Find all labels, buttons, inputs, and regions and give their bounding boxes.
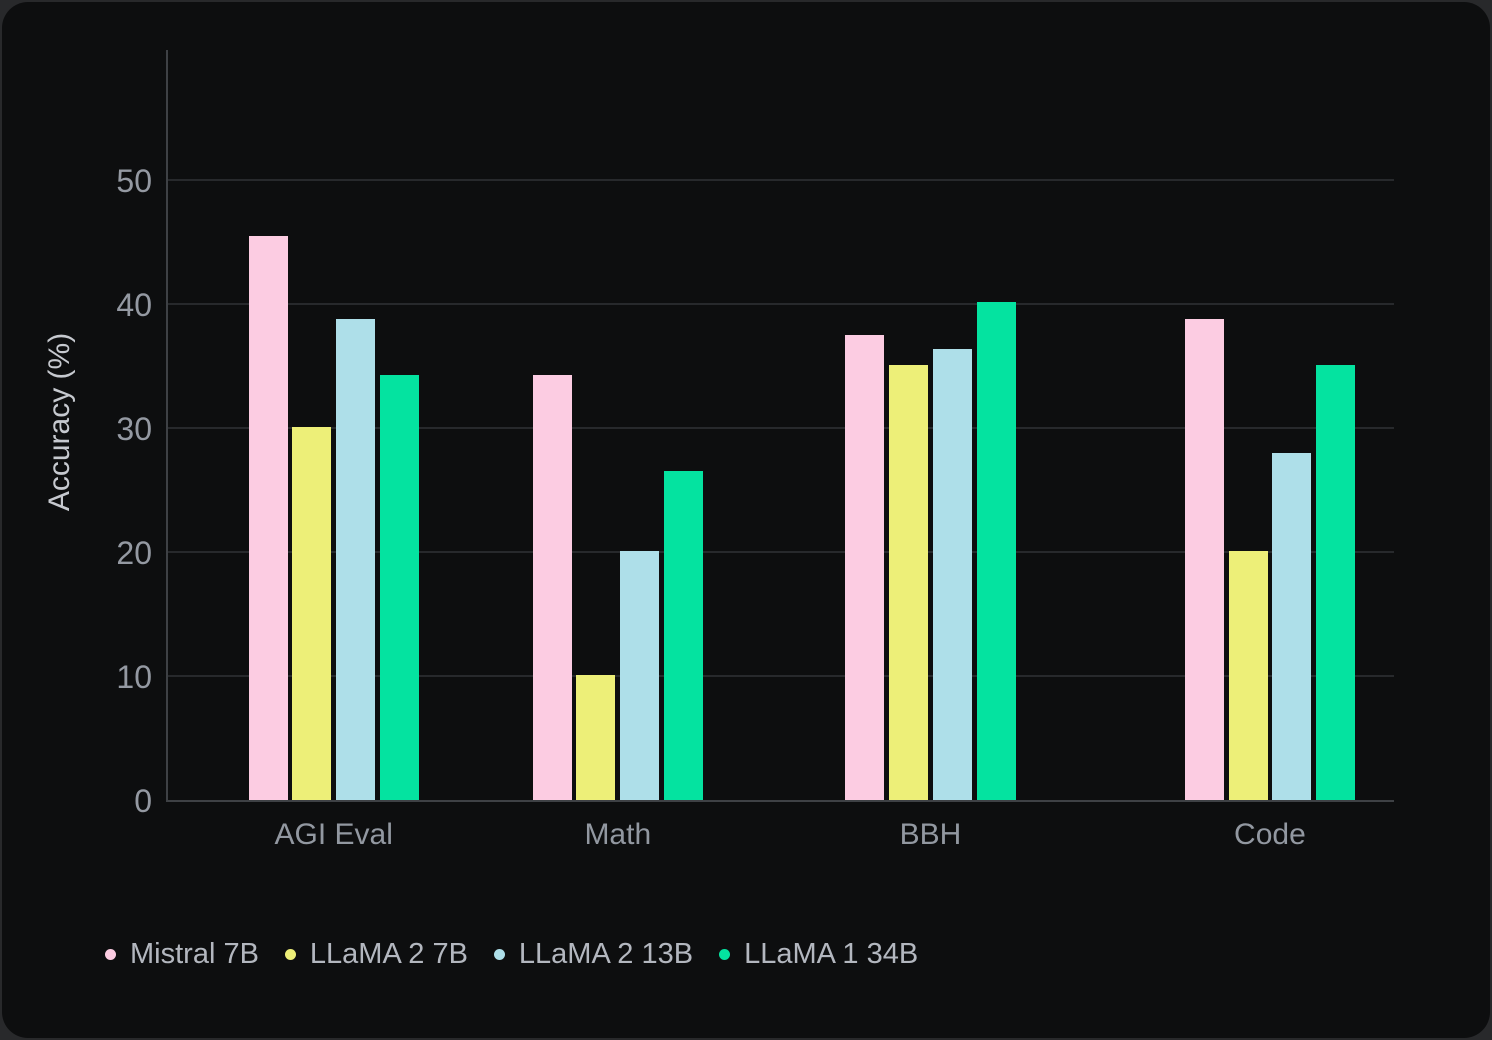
x-category-label-math: Math [584, 818, 652, 851]
bar-llama-2-7b-code [1228, 550, 1268, 800]
y-tick-label-10: 10 [116, 659, 152, 695]
legend-item-llama-1-34b[interactable]: LLaMA 1 34B [719, 940, 918, 969]
chart-legend: Mistral 7B LLaMA 2 7B LLaMA 2 13B LLaMA 1 3… [105, 940, 918, 969]
y-tick-label-30: 30 [116, 411, 152, 447]
x-category-label-code: Code [1234, 818, 1306, 851]
bar-llama-1-34b-math [663, 471, 703, 800]
legend-item-llama-2-7b[interactable]: LLaMA 2 7B [284, 938, 468, 970]
bar-mistral-7b-agi-eval [248, 235, 288, 800]
gridline-y-20 [166, 551, 1394, 553]
x-category-label-bbh: BBH [899, 818, 962, 851]
bar-llama-2-7b-agi-eval [292, 426, 332, 800]
y-tick-label-20: 20 [116, 535, 152, 571]
bar-llama-2-13b-math [620, 550, 660, 800]
legend-dot-llama-2-7b [284, 949, 296, 960]
bar-llama-2-13b-agi-eval [336, 318, 376, 800]
gridline-y-40 [166, 303, 1394, 305]
gridline-y-50 [166, 179, 1394, 181]
legend-dot-llama-2-13b [493, 949, 505, 960]
legend-label: LLaMA 2 13B [518, 938, 694, 970]
legend-label: LLaMA 2 7B [309, 938, 468, 970]
bar-llama-2-13b-bbh [932, 348, 972, 800]
bar-mistral-7b-bbh [845, 335, 885, 800]
legend-item-llama-2-13b[interactable]: LLaMA 2 13B [493, 938, 694, 970]
y-tick-label-50: 50 [116, 163, 152, 199]
bar-mistral-7b-code [1184, 318, 1224, 800]
bar-llama-2-13b-code [1272, 452, 1312, 800]
gridline-y-10 [166, 675, 1394, 677]
bar-llama-1-34b-code [1315, 364, 1355, 800]
legend-dot-llama-1-34b [719, 949, 731, 960]
legend-label: Mistral 7B [130, 938, 259, 970]
y-axis-line [166, 50, 168, 802]
bar-llama-2-7b-bbh [889, 364, 929, 800]
legend-item-mistral-7b[interactable]: Mistral 7B [105, 940, 259, 969]
gridline-y-30 [166, 427, 1394, 429]
bar-llama-1-34b-agi-eval [379, 374, 419, 800]
legend-label: LLaMA 1 34B [744, 938, 919, 970]
legend-dot-mistral-7b [105, 949, 116, 960]
x-axis-line [166, 800, 1394, 802]
bar-llama-2-7b-math [576, 674, 616, 800]
bar-llama-1-34b-bbh [976, 301, 1016, 800]
x-category-label-agi-eval: AGI Eval [274, 818, 393, 851]
bar-mistral-7b-math [532, 374, 572, 800]
y-tick-label-40: 40 [116, 287, 152, 323]
y-tick-label-0: 0 [134, 783, 152, 819]
